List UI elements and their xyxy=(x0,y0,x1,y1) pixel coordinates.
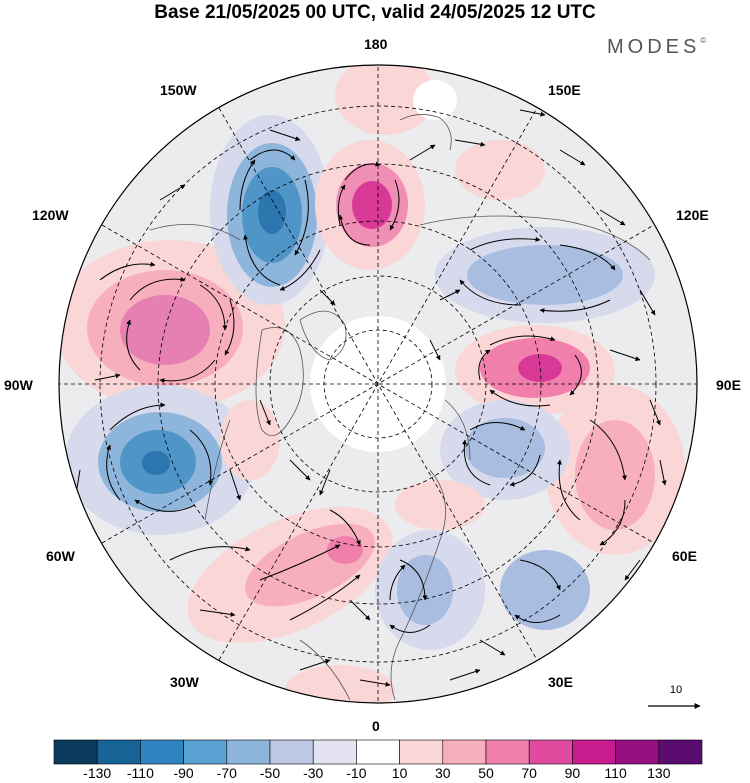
white-spot-north xyxy=(413,80,457,120)
canadian-archipelago-coast xyxy=(299,310,347,361)
positive-anomaly-90e-core xyxy=(518,354,562,382)
map-disk xyxy=(59,65,697,703)
colorbar-swatch xyxy=(615,739,660,765)
lon-label-90e: 90E xyxy=(716,377,741,393)
bering-coast xyxy=(399,114,452,151)
colorbar-swatch xyxy=(140,739,184,765)
lon-label-0: 0 xyxy=(372,718,380,734)
colorbar-tick-label: 50 xyxy=(478,765,494,781)
wind-vectors xyxy=(73,109,667,687)
colorbar-swatch xyxy=(312,739,357,765)
lon-label-150e: 150E xyxy=(548,82,581,98)
map-title: Base 21/05/2025 00 UTC, valid 24/05/2025… xyxy=(154,2,596,23)
negative-anomaly-120e-core xyxy=(467,245,623,305)
positive-anomaly-pole-edge xyxy=(335,65,435,135)
colorbar-swatch xyxy=(226,739,271,765)
colorbar-swatch xyxy=(485,739,530,765)
positive-anomaly-30w-center xyxy=(327,536,363,564)
negative-anomaly-60w-center xyxy=(142,451,170,475)
anomaly-field xyxy=(59,65,685,703)
negative-anomaly-30e-core xyxy=(397,555,453,625)
lon-label-120e: 120E xyxy=(676,207,709,223)
colorbar-tick-label: -110 xyxy=(126,765,154,781)
copyright-mark: © xyxy=(700,36,707,45)
negative-anomaly-150w-center xyxy=(258,190,286,234)
coastlines xyxy=(149,114,651,701)
lon-label-60e: 60E xyxy=(672,548,697,564)
russia-north-coast xyxy=(444,399,471,461)
positive-anomaly-scandinavia xyxy=(395,480,485,530)
greenland-coast xyxy=(255,327,304,437)
colorbar-swatch xyxy=(399,739,444,765)
siberia-coast xyxy=(419,215,651,261)
lon-label-30e: 30E xyxy=(548,674,573,690)
negative-anomaly-east-core xyxy=(465,418,545,478)
lon-label-120w: 120W xyxy=(32,207,69,223)
colorbar-tick-label: 10 xyxy=(391,765,408,781)
colorbar-tick-label: -70 xyxy=(216,765,237,781)
colorbar-swatch xyxy=(96,739,141,765)
colorbar-tick-label: -10 xyxy=(346,765,367,781)
colorbar-tick-labels: -130 -110 -90 -70 -50 -30 -10 10 30 50 70 90 110 130 xyxy=(0,765,750,783)
colorbar-swatch xyxy=(183,739,228,765)
positive-anomaly-greenland xyxy=(220,400,280,480)
colorbar-swatch xyxy=(269,739,314,765)
positive-anomaly-150e xyxy=(455,140,545,200)
colorbar-swatch xyxy=(528,739,573,765)
modes-logo: MODES© xyxy=(607,36,706,59)
lon-label-150w: 150W xyxy=(160,82,197,98)
negative-anomaly-30e-east xyxy=(500,550,590,630)
lon-label-60w: 60W xyxy=(46,548,75,564)
canada-east-coast xyxy=(204,419,231,521)
colorbar-swatch xyxy=(572,739,616,765)
reference-vector-label: 10 xyxy=(669,684,683,696)
britain-coast xyxy=(299,639,351,701)
graticule xyxy=(59,65,697,703)
colorbar-tick-label: -30 xyxy=(303,765,324,781)
colorbar-tick-label: 110 xyxy=(604,765,627,781)
alaska-coast xyxy=(149,224,241,241)
positive-anomaly-60e-core xyxy=(575,420,655,530)
colorbar-tick-label: -50 xyxy=(259,765,281,781)
colorbar-swatch xyxy=(442,739,487,765)
colorbar xyxy=(53,739,703,765)
colorbar-swatch xyxy=(53,739,98,765)
colorbar-swatch xyxy=(658,739,703,765)
colorbar-tick-label: 90 xyxy=(564,765,581,781)
lon-label-180: 180 xyxy=(364,36,388,52)
colorbar-tick-label: -90 xyxy=(173,765,194,781)
scandinavia-coast xyxy=(390,469,446,701)
colorbar-tick-label: 70 xyxy=(521,765,537,781)
lon-label-90w: 90W xyxy=(4,377,33,393)
colorbar-tick-label: 30 xyxy=(435,765,451,781)
lon-label-30w: 30W xyxy=(170,674,199,690)
meridian-30w-150e xyxy=(218,107,538,661)
positive-anomaly-180-core xyxy=(352,181,392,229)
colorbar-swatch xyxy=(356,739,400,765)
map-boundary xyxy=(58,64,698,704)
colorbar-tick-label: 130 xyxy=(647,765,671,781)
brand-text: MODES xyxy=(607,36,701,58)
colorbar-tick-label: -130 xyxy=(83,765,112,781)
positive-anomaly-south xyxy=(285,665,395,703)
